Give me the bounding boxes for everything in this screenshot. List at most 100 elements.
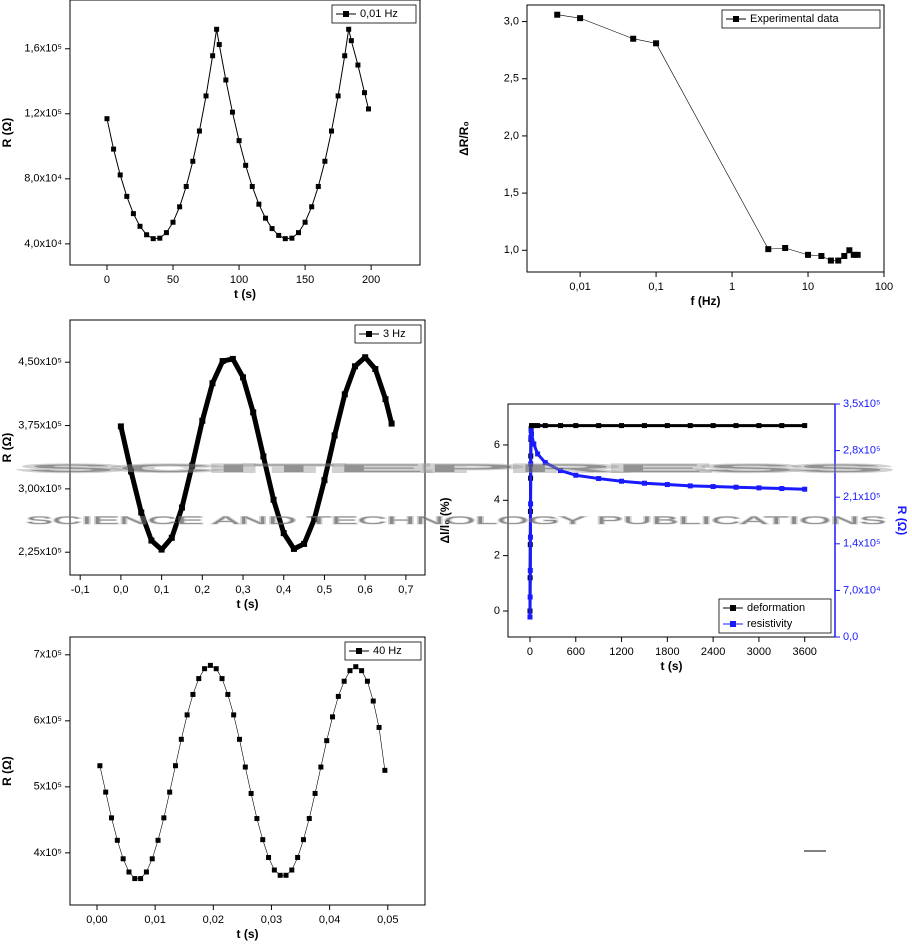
data-point: [138, 509, 145, 516]
y-tick-label: 1,5: [504, 187, 519, 199]
data-point: [318, 764, 324, 770]
data-point: [353, 664, 359, 670]
data-point: [240, 374, 247, 381]
data-point: [289, 235, 295, 241]
data-point: [161, 815, 167, 821]
data-point: [137, 223, 143, 229]
data-point: [290, 545, 297, 552]
data-point: [756, 423, 762, 429]
data-point: [229, 109, 235, 115]
data-point: [664, 482, 670, 488]
data-point: [335, 93, 341, 99]
data-point: [779, 486, 785, 492]
data-point: [558, 468, 564, 474]
x-tick-label: 2400: [701, 646, 725, 658]
data-point: [376, 724, 382, 730]
data-point: [330, 714, 336, 720]
data-point: [346, 26, 352, 32]
data-point: [148, 537, 155, 544]
plot-frame: [526, 4, 885, 273]
data-point: [527, 567, 533, 573]
data-point: [97, 763, 103, 769]
legend-swatch: [356, 648, 362, 654]
legend-swatch: [343, 11, 349, 17]
data-point: [687, 423, 693, 429]
y-tick-label: 1,2x10⁵: [24, 108, 62, 120]
y-tick-label: 6x10⁵: [34, 715, 62, 727]
x-tick-label: 0,0: [113, 584, 128, 596]
data-point: [619, 423, 625, 429]
data-point: [619, 478, 625, 484]
series-line: [99, 665, 386, 879]
data-point: [315, 183, 321, 189]
data-point: [542, 423, 548, 429]
data-point: [223, 77, 229, 83]
data-point: [143, 869, 149, 875]
x-tick-label: 0,01: [144, 914, 165, 926]
data-point: [277, 872, 283, 878]
data-point: [260, 453, 267, 460]
data-point: [558, 423, 564, 429]
data-point: [157, 235, 163, 241]
data-point: [382, 396, 389, 403]
data-point: [196, 676, 202, 682]
y-tick-label: 2,0: [504, 130, 519, 142]
y-axis-label: Δl/l₀ (%): [438, 497, 452, 543]
data-point: [528, 428, 534, 434]
data-point: [117, 423, 124, 430]
data-point: [573, 472, 579, 478]
y-tick-label: 7x10⁵: [34, 649, 62, 661]
x-tick-label: 50: [167, 274, 179, 286]
data-point: [155, 837, 161, 843]
data-point: [114, 837, 120, 843]
legend-swatch: [730, 621, 736, 627]
data-point: [271, 867, 277, 873]
legend-swatch: [733, 16, 739, 22]
data-point: [270, 496, 277, 503]
data-point: [168, 534, 175, 541]
data-point: [214, 26, 220, 32]
legend-box: [331, 4, 417, 24]
data-point: [535, 423, 541, 429]
chart: -0,1 0,0 0,1 0,2 0,3 0,4 0,5 0,6 0,7 2,25x10⁵ 3,00…: [0, 319, 426, 611]
y2-tick-label: 7,0x10⁴: [843, 584, 881, 596]
x-axis-label: t (s): [237, 927, 259, 941]
data-point: [117, 172, 123, 178]
data-point: [779, 423, 785, 429]
data-point: [225, 691, 231, 697]
data-point: [850, 251, 857, 258]
legend-label: 0,01 Hz: [360, 8, 398, 20]
data-point: [311, 516, 318, 523]
data-point: [359, 668, 365, 674]
data-point: [199, 417, 206, 424]
series-line: [118, 354, 395, 553]
x-tick-label: 600: [567, 646, 585, 658]
data-point: [283, 872, 289, 878]
data-point: [802, 486, 808, 492]
data-point: [312, 790, 318, 796]
x-tick-label: 3600: [792, 646, 816, 658]
data-point: [630, 35, 637, 42]
x-tick-label: -0,1: [71, 584, 90, 596]
data-point: [372, 366, 379, 373]
legend-box: [344, 641, 422, 661]
data-point: [302, 219, 308, 225]
x-tick-label: 100: [875, 281, 893, 293]
x-tick-label: 1: [729, 281, 735, 293]
y-tick-label: 2: [494, 550, 500, 562]
data-point: [178, 736, 184, 742]
data-point: [158, 546, 165, 553]
y-axis-label: R (Ω): [0, 433, 14, 463]
data-point: [249, 183, 255, 189]
data-point: [104, 116, 110, 122]
data-point: [190, 158, 196, 164]
data-point: [827, 257, 834, 264]
y-tick-label: 8,0x10⁴: [24, 173, 62, 185]
data-point: [207, 662, 213, 668]
x-tick-label: 0,03: [261, 914, 282, 926]
data-point: [280, 530, 287, 537]
data-point: [329, 128, 335, 134]
legend-label: Experimental data: [750, 13, 840, 25]
legend-label: 3 Hz: [383, 328, 406, 340]
data-point: [835, 257, 842, 264]
